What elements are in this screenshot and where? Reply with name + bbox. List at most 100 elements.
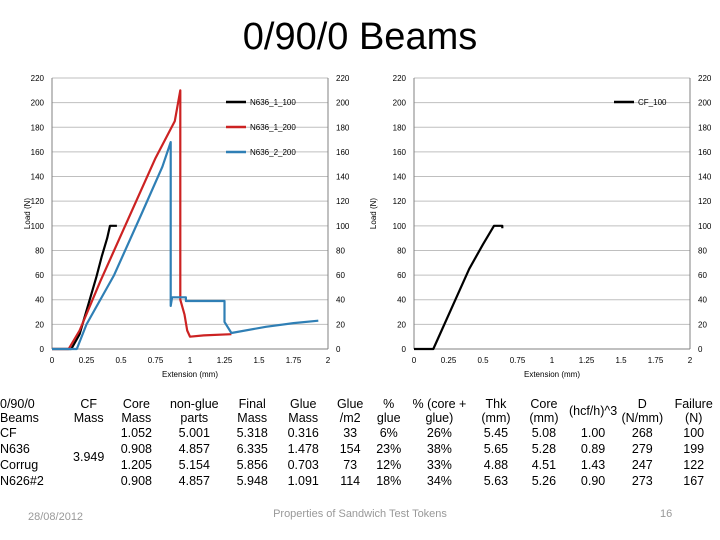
table-header-cell: non-glue parts <box>169 397 219 425</box>
table-cell: 154 <box>339 442 361 456</box>
y-tick-label-right: 100 <box>336 222 350 231</box>
legend-label: CF_100 <box>638 98 667 107</box>
y-tick-label-right: 40 <box>336 296 345 305</box>
y-tick-label-right: 200 <box>698 99 712 108</box>
table-header-cell: % (core + glue) <box>412 397 467 425</box>
y-tick-label-right: 220 <box>336 74 350 83</box>
table-cell: 167 <box>683 474 705 488</box>
table-cell: 122 <box>683 458 705 472</box>
y-tick-label: 20 <box>397 320 406 329</box>
y-tick-label-right: 140 <box>336 173 350 182</box>
table-cell: 5.318 <box>236 426 268 440</box>
y-tick-label-right: 220 <box>698 74 712 83</box>
table-cell: 4.857 <box>178 474 210 488</box>
table-cell: 3.949 <box>73 450 105 464</box>
x-axis-title: Extension (mm) <box>524 370 580 379</box>
series-line-n636-1-200 <box>52 89 232 351</box>
x-tick-label: 0.25 <box>79 356 95 365</box>
table-header-cell: Final Mass <box>237 397 268 425</box>
table-header-cell: Glue Mass <box>288 397 319 425</box>
table-cell: 5.948 <box>236 474 268 488</box>
x-axis-title: Extension (mm) <box>162 370 218 379</box>
table-cell: 100 <box>683 426 705 440</box>
footer-text: Properties of Sandwich Test Tokens <box>273 508 447 520</box>
y-tick-label: 200 <box>393 99 407 108</box>
table-header-cell: Core (mm) <box>529 397 559 425</box>
table-cell: 38% <box>426 442 452 456</box>
x-tick-label: 1.75 <box>648 356 664 365</box>
x-tick-label: 1 <box>550 356 555 365</box>
table-cell: 1.00 <box>580 426 606 440</box>
table-cell: 1.478 <box>287 442 319 456</box>
table-cell: 0.703 <box>287 458 319 472</box>
x-tick-label: 1.25 <box>217 356 233 365</box>
y-tick-label: 180 <box>393 123 407 132</box>
table-cell: 1.43 <box>580 458 606 472</box>
x-tick-label: 0.5 <box>477 356 489 365</box>
table-cell: 1.091 <box>287 474 319 488</box>
y-tick-label: 160 <box>393 148 407 157</box>
table-cell: N626#2 <box>0 474 44 488</box>
y-tick-label: 120 <box>393 197 407 206</box>
x-tick-label: 1.25 <box>579 356 595 365</box>
y-tick-label-right: 160 <box>698 148 712 157</box>
table-cell: 5.08 <box>531 426 557 440</box>
table-cell: 0.89 <box>580 442 606 456</box>
y-tick-label: 0 <box>402 345 407 354</box>
y-tick-label: 140 <box>31 173 45 182</box>
table-cell: 5.45 <box>483 426 509 440</box>
footer-date: 28/08/2012 <box>28 511 84 523</box>
y-tick-label: 60 <box>397 271 406 280</box>
series-line-n636-1-100 <box>52 224 117 351</box>
table-header-row: 0/90/0 Beams CF Mass Core Mass non-glue par… <box>0 397 720 425</box>
table-header-cell: 0/90/0 Beams <box>0 397 39 425</box>
table-header-cell: (hcf/h)^3 <box>568 404 618 418</box>
y-tick-label-right: 180 <box>336 123 350 132</box>
y-tick-label: 200 <box>31 99 45 108</box>
y-tick-label-right: 60 <box>336 271 345 280</box>
table-cell: 6% <box>379 426 398 440</box>
y-tick-label: 180 <box>31 123 45 132</box>
y-tick-label: 20 <box>35 320 44 329</box>
table-cell: 5.154 <box>178 458 210 472</box>
y-axis-title: Load (N) <box>23 198 32 229</box>
x-tick-label: 1 <box>188 356 193 365</box>
y-tick-label: 40 <box>397 296 406 305</box>
table-cell: 33% <box>426 458 452 472</box>
x-tick-label: 0 <box>50 356 55 365</box>
table-cell: 18% <box>376 474 402 488</box>
table-cell: N636 <box>0 442 30 456</box>
y-axis-title: Load (N) <box>369 198 378 229</box>
y-tick-label-right: 180 <box>698 123 712 132</box>
table-header-cell: % glue <box>376 397 401 425</box>
y-tick-label-right: 80 <box>336 246 345 255</box>
table-body: CF 3.949 1.052 5.001 5.318 0.316 33 6% 26% 5.45 5.… <box>0 425 720 489</box>
table-header-cell: Core Mass <box>121 397 152 425</box>
table-cell: 5.65 <box>483 442 509 456</box>
table-cell: 12% <box>376 458 402 472</box>
legend-label: N636_2_200 <box>250 148 296 157</box>
table-header-cell: Thk (mm) <box>481 397 511 425</box>
x-tick-label: 0.5 <box>115 356 127 365</box>
legend-label: N636_1_200 <box>250 123 296 132</box>
x-tick-label: 2 <box>688 356 693 365</box>
table-cell: Corrug <box>0 458 39 472</box>
table-cell: 73 <box>343 458 358 472</box>
table-cell: CF <box>0 426 17 440</box>
y-tick-label-right: 60 <box>698 271 707 280</box>
y-tick-label-right: 200 <box>336 99 350 108</box>
table-cell: 5.26 <box>531 474 557 488</box>
table-cell: 4.51 <box>531 458 557 472</box>
table-cell: 247 <box>631 458 653 472</box>
y-tick-label: 60 <box>35 271 44 280</box>
table-cell: 4.88 <box>483 458 509 472</box>
y-tick-label-right: 40 <box>698 296 707 305</box>
table-cell: 0.908 <box>120 474 152 488</box>
y-tick-label-right: 120 <box>698 197 712 206</box>
table-row: N626#2 0.908 4.857 5.948 1.091 114 18% 34% 5.63 5… <box>0 473 720 489</box>
table-cell: 5.28 <box>531 442 557 456</box>
y-tick-label: 220 <box>393 74 407 83</box>
y-tick-label: 40 <box>35 296 44 305</box>
